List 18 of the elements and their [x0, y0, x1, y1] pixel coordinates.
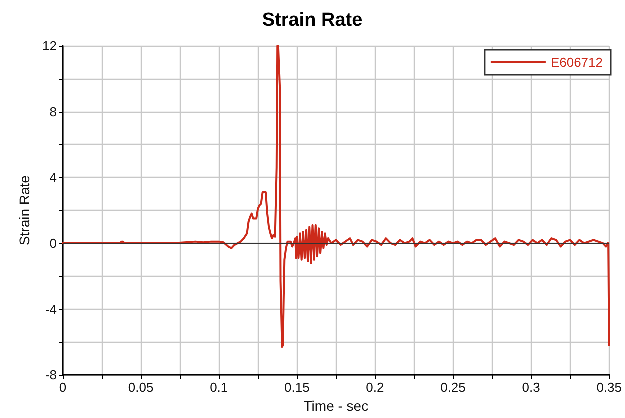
x-axis-title: Time - sec: [304, 398, 369, 414]
y-tick-label: -4: [45, 302, 57, 317]
y-tick-label: 12: [42, 38, 57, 54]
x-tick-label: 0.15: [284, 380, 310, 396]
x-tick-label: 0.35: [596, 380, 622, 396]
chart-title: Strain Rate: [262, 10, 363, 31]
y-tick-label: 0: [50, 236, 57, 251]
y-tick-label: -8: [45, 368, 57, 383]
x-tick-label: 0.3: [522, 380, 540, 396]
y-tick-label: 8: [50, 104, 57, 120]
y-axis-title: Strain Rate: [16, 175, 33, 246]
x-tick-label: 0.25: [440, 380, 466, 396]
legend-label: E606712: [550, 55, 604, 70]
y-tick-label: 4: [50, 170, 57, 186]
x-tick-label: 0: [59, 380, 67, 396]
x-tick-label: 0.2: [366, 380, 384, 396]
x-tick-label: 0.1: [210, 380, 228, 396]
x-tick-label: 0.05: [128, 380, 154, 396]
